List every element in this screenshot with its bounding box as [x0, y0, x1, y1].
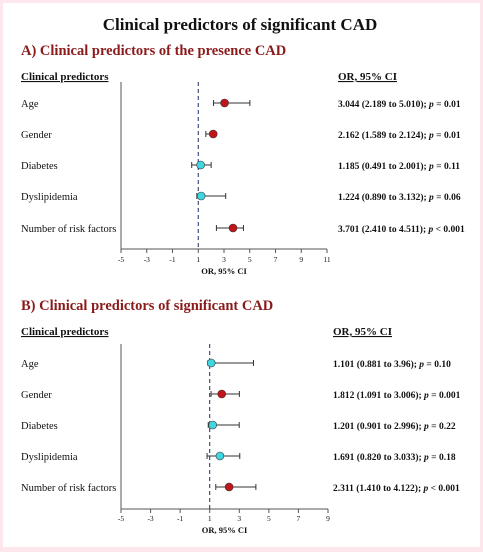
- or-ci-value: 2.311 (1.410 to 4.122);: [333, 483, 424, 494]
- predictor-label: Number of risk factors: [21, 483, 116, 494]
- p-value: < 0.001: [428, 484, 460, 494]
- or-ci-text: 3.044 (2.189 to 5.010); p = 0.01: [338, 99, 461, 110]
- predictor-label: Diabetes: [21, 421, 58, 432]
- or-ci-text: 1.691 (0.820 to 3.033); p = 0.18: [333, 452, 456, 463]
- p-value: = 0.11: [434, 162, 461, 172]
- odds-ratio-point: [228, 223, 238, 233]
- x-tick-label: 9: [326, 514, 330, 523]
- x-tick-label: 11: [323, 255, 330, 264]
- column-header-or: OR, 95% CI: [338, 71, 397, 83]
- or-ci-value: 1.691 (0.820 to 3.033);: [333, 452, 424, 463]
- x-tick-label: 5: [267, 514, 271, 523]
- p-symbol: p: [423, 484, 429, 494]
- or-ci-value: 1.101 (0.881 to 3.96);: [333, 359, 419, 370]
- x-tick-label: 3: [222, 255, 226, 264]
- or-ci-value: 1.812 (1.091 to 3.006);: [333, 390, 424, 401]
- x-tick-label: -5: [118, 514, 124, 523]
- panel-title: A) Clinical predictors of the presence C…: [21, 43, 286, 59]
- x-tick-label: -5: [118, 255, 124, 264]
- column-header-predictors: Clinical predictors: [21, 71, 109, 83]
- x-tick-label: -1: [177, 514, 183, 523]
- panel-a: A) Clinical predictors of the presence C…: [21, 43, 465, 276]
- predictor-label: Dyslipidemia: [21, 192, 78, 203]
- or-ci-text: 1.224 (0.890 to 3.132); p = 0.06: [338, 192, 461, 203]
- x-tick-label: 1: [208, 514, 212, 523]
- x-tick-label: 7: [274, 255, 278, 264]
- p-symbol: p: [423, 453, 429, 463]
- or-ci-text: 2.162 (1.589 to 2.124); p = 0.01: [338, 130, 461, 141]
- p-value: < 0.001: [433, 225, 465, 235]
- figure-frame: Clinical predictors of significant CAD A…: [3, 3, 480, 547]
- panel-b: B) Clinical predictors of significant CA…: [21, 298, 461, 535]
- or-ci-value: 3.044 (2.189 to 5.010);: [338, 99, 429, 110]
- odds-ratio-point: [196, 160, 205, 170]
- predictor-label: Number of risk factors: [21, 224, 116, 235]
- predictor-label: Gender: [21, 130, 52, 141]
- p-symbol: p: [428, 225, 434, 235]
- p-symbol: p: [428, 131, 434, 141]
- or-ci-text: 1.812 (1.091 to 3.006); p = 0.001: [333, 390, 461, 401]
- or-ci-value: 3.701 (2.410 to 4.511);: [338, 224, 429, 235]
- p-symbol: p: [428, 100, 434, 110]
- or-ci-value: 1.224 (0.890 to 3.132);: [338, 192, 429, 203]
- column-header-predictors: Clinical predictors: [21, 326, 109, 338]
- or-ci-value: 1.201 (0.901 to 2.996);: [333, 421, 424, 432]
- predictor-label: Gender: [21, 390, 52, 401]
- forest-plot-figure: Clinical predictors of significant CAD A…: [21, 15, 465, 535]
- x-tick-label: 7: [297, 514, 301, 523]
- odds-ratio-point: [220, 98, 229, 108]
- or-ci-text: 1.101 (0.881 to 3.96); p = 0.10: [333, 359, 451, 370]
- or-ci-text: 1.201 (0.901 to 2.996); p = 0.22: [333, 421, 456, 432]
- odds-ratio-point: [217, 389, 227, 399]
- p-value: = 0.22: [429, 422, 456, 432]
- or-ci-value: 1.185 (0.491 to 2.001);: [338, 161, 429, 172]
- odds-ratio-point: [208, 129, 218, 139]
- p-symbol: p: [423, 422, 429, 432]
- column-header-or: OR, 95% CI: [333, 326, 392, 338]
- p-value: = 0.01: [434, 100, 461, 110]
- x-tick-label: 5: [248, 255, 252, 264]
- odds-ratio-point: [208, 420, 217, 430]
- odds-ratio-point: [196, 191, 206, 201]
- figure-title: Clinical predictors of significant CAD: [103, 15, 378, 34]
- p-value: = 0.001: [429, 391, 461, 401]
- odds-ratio-point: [206, 358, 216, 368]
- x-tick-label: -1: [169, 255, 175, 264]
- p-value: = 0.10: [424, 360, 451, 370]
- predictor-label: Diabetes: [21, 161, 58, 172]
- x-tick-label: 9: [299, 255, 303, 264]
- or-ci-text: 3.701 (2.410 to 4.511); p < 0.001: [338, 224, 465, 235]
- x-tick-label: -3: [147, 514, 153, 523]
- predictor-label: Age: [21, 99, 39, 110]
- p-symbol: p: [428, 193, 434, 203]
- p-value: = 0.18: [429, 453, 456, 463]
- x-tick-label: -3: [144, 255, 150, 264]
- x-tick-label: 3: [237, 514, 241, 523]
- odds-ratio-point: [215, 451, 225, 461]
- x-axis-label: OR, 95% CI: [202, 525, 248, 535]
- or-ci-text: 2.311 (1.410 to 4.122); p < 0.001: [333, 483, 460, 494]
- odds-ratio-point: [224, 482, 234, 492]
- or-ci-value: 2.162 (1.589 to 2.124);: [338, 130, 429, 141]
- x-tick-label: 1: [196, 255, 200, 264]
- panel-title: B) Clinical predictors of significant CA…: [21, 298, 273, 314]
- p-value: = 0.06: [434, 193, 461, 203]
- or-ci-text: 1.185 (0.491 to 2.001); p = 0.11: [338, 161, 460, 172]
- p-value: = 0.01: [434, 131, 461, 141]
- predictor-label: Dyslipidemia: [21, 452, 78, 463]
- x-axis-label: OR, 95% CI: [201, 266, 247, 276]
- predictor-label: Age: [21, 359, 39, 370]
- p-symbol: p: [428, 162, 434, 172]
- p-symbol: p: [423, 391, 429, 401]
- p-symbol: p: [418, 360, 424, 370]
